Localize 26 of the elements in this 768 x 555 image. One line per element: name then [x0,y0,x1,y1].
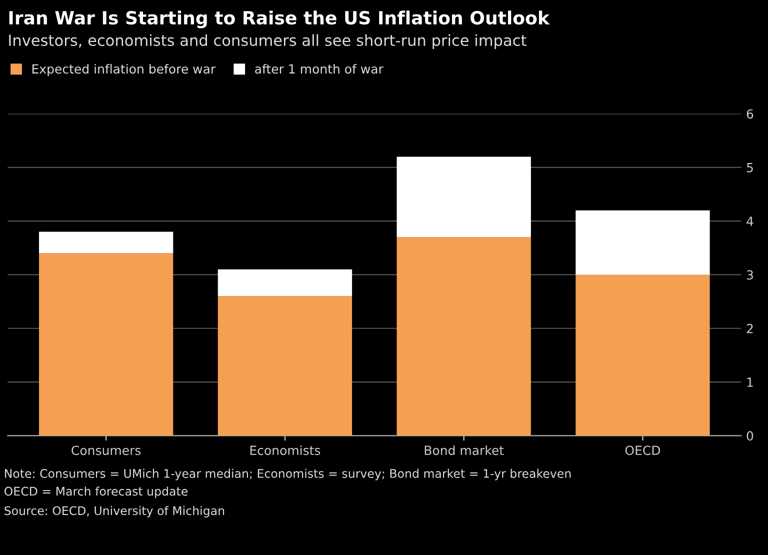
legend-label: after 1 month of war [255,64,384,74]
y-tick-label: 2 [746,324,753,334]
text: OECD = March forecast update [4,486,188,498]
text: Note: Consumers = UMich 1-year median; Economists = survey; Bond market = 1-yr breakeven [5,468,571,480]
bar [576,274,710,436]
bar [396,156,531,238]
bar [38,253,174,436]
legend-label: Expected inflation before war [32,64,216,76]
bar [218,269,352,296]
y-tick-label: 6 [746,109,754,119]
bar [38,232,174,254]
y-tick-label: 0 [746,431,754,441]
y-tick-label: 4 [746,216,754,226]
y-tick-label: 5 [746,163,753,172]
x-tick-label: Bond market [424,445,504,456]
x-tick-label: Economists [250,445,320,456]
x-tick-label: Consumers [72,446,141,456]
bar [576,210,710,275]
y-tick-label: 3 [746,270,753,280]
bar [396,237,531,436]
y-tick-label: 1 [747,378,753,387]
bar [218,296,352,436]
chart-title: Iran War Is Starting to Raise the US Inflation Outlook [9,10,550,28]
chart-subtitle: Investors, economists and consumers all see short-run price impact [9,34,526,50]
x-tick-label: OECD [625,446,660,456]
source-note: Source: OECD, University of Michigan [4,506,224,518]
